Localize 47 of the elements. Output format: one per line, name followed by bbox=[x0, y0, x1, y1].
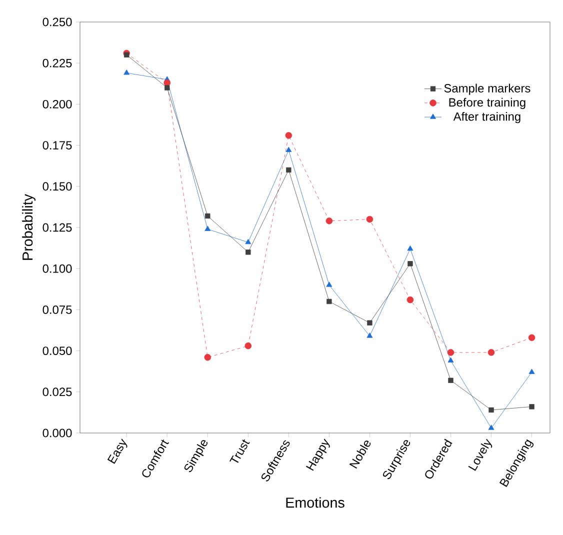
point bbox=[488, 424, 494, 430]
y-tick-label: 0.100 bbox=[42, 264, 72, 273]
point bbox=[448, 378, 454, 383]
point bbox=[528, 334, 536, 342]
x-axis-title: Emotions bbox=[286, 497, 344, 508]
point bbox=[407, 245, 414, 251]
point bbox=[164, 85, 170, 90]
point bbox=[164, 79, 170, 86]
y-tick-label: 0.225 bbox=[42, 58, 72, 68]
y-tick-label: 0.000 bbox=[42, 428, 72, 438]
point bbox=[246, 250, 251, 255]
y-tick-label: 0.200 bbox=[42, 100, 72, 108]
point bbox=[285, 132, 292, 139]
point bbox=[204, 226, 211, 231]
y-axis-title: Probability bbox=[22, 194, 36, 260]
point bbox=[124, 52, 130, 58]
y-tick-label: 0.250 bbox=[42, 18, 72, 26]
point bbox=[204, 354, 212, 361]
y-tick-label: 0.125 bbox=[42, 223, 72, 232]
y-tick-label: 0.025 bbox=[42, 388, 72, 396]
point bbox=[326, 218, 333, 224]
y-tick-label: 0.050 bbox=[42, 346, 72, 356]
point bbox=[245, 238, 252, 244]
point bbox=[529, 404, 534, 410]
point bbox=[367, 320, 372, 326]
point bbox=[286, 167, 292, 173]
point bbox=[124, 70, 130, 75]
y-tick-label: 0.175 bbox=[42, 141, 72, 150]
point bbox=[366, 216, 374, 223]
y-tick-label: 0.150 bbox=[42, 182, 72, 191]
point bbox=[488, 349, 495, 356]
legend-label: After training bbox=[453, 112, 520, 124]
point bbox=[448, 357, 454, 362]
point bbox=[528, 368, 535, 374]
point bbox=[286, 146, 292, 152]
point bbox=[447, 349, 454, 356]
legend-label: Before training bbox=[449, 98, 526, 110]
point bbox=[366, 332, 373, 338]
point bbox=[408, 261, 413, 266]
legend-label: Sample markers bbox=[444, 84, 530, 95]
point bbox=[406, 296, 414, 304]
point bbox=[488, 407, 494, 413]
point bbox=[326, 298, 332, 304]
y-tick-label: 0.075 bbox=[42, 305, 72, 314]
point bbox=[244, 342, 252, 350]
point bbox=[205, 213, 210, 219]
point bbox=[326, 282, 332, 287]
